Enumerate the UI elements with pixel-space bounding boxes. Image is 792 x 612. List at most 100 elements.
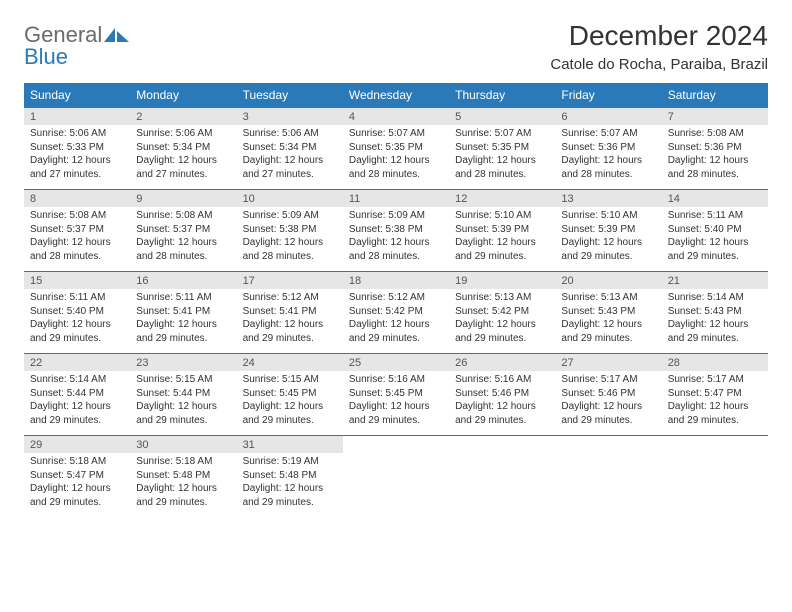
daylight-text: Daylight: 12 hours and 28 minutes. <box>349 237 430 262</box>
day-number-cell: 21 <box>662 272 768 290</box>
sunset-text: Sunset: 5:33 PM <box>30 142 104 153</box>
day-number-cell: 9 <box>130 190 236 208</box>
day-number-cell: 7 <box>662 108 768 126</box>
sunrise-text: Sunrise: 5:17 AM <box>668 374 744 385</box>
sunset-text: Sunset: 5:37 PM <box>30 224 104 235</box>
day-content-cell: Sunrise: 5:06 AM Sunset: 5:33 PM Daylight:… <box>24 125 130 190</box>
day-content-cell: Sunrise: 5:08 AM Sunset: 5:36 PM Daylight:… <box>662 125 768 190</box>
sunset-text: Sunset: 5:47 PM <box>668 388 742 399</box>
daylight-text: Daylight: 12 hours and 29 minutes. <box>136 483 217 508</box>
day-content-cell: Sunrise: 5:19 AMSunset: 5:48 PMDaylight:… <box>237 453 343 517</box>
daylight-text: Daylight: 12 hours and 29 minutes. <box>561 401 642 426</box>
day-number-cell: 30 <box>130 436 236 454</box>
day-content-cell: Sunrise: 5:06 AMSunset: 5:34 PMDaylight:… <box>237 125 343 190</box>
sunset-text: Sunset: 5:39 PM <box>455 224 529 235</box>
daylight-text: Daylight: 12 hours and 28 minutes. <box>668 155 749 180</box>
sunrise-text: Sunrise: 5:08 AM <box>30 210 106 221</box>
daylight-text: Daylight: 12 hours and 29 minutes. <box>243 483 324 508</box>
sunrise-text: Sunrise: 5:13 AM <box>561 292 637 303</box>
daylight-text: Daylight: 12 hours and 27 minutes. <box>30 155 111 180</box>
daylight-text: Daylight: 12 hours and 27 minutes. <box>243 155 324 180</box>
day-content-row: Sunrise: 5:18 AMSunset: 5:47 PMDaylight:… <box>24 453 768 517</box>
sunrise-text: Sunrise: 5:11 AM <box>136 292 211 303</box>
daylight-text: Daylight: 12 hours and 29 minutes. <box>668 319 749 344</box>
dow-header: Wednesday <box>343 83 449 108</box>
sunrise-text: Sunrise: 5:07 AM <box>561 128 637 139</box>
day-content-cell: Sunrise: 5:10 AMSunset: 5:39 PMDaylight:… <box>449 207 555 272</box>
daylight-text: Daylight: 12 hours and 29 minutes. <box>455 237 536 262</box>
day-number-cell: 24 <box>237 354 343 372</box>
daylight-text: Daylight: 12 hours and 29 minutes. <box>243 401 324 426</box>
sunset-text: Sunset: 5:42 PM <box>455 306 529 317</box>
header: General Blue December 2024 Catole do Roc… <box>24 20 768 73</box>
daylight-text: Daylight: 12 hours and 28 minutes. <box>349 155 430 180</box>
day-content-cell: Sunrise: 5:14 AMSunset: 5:44 PMDaylight:… <box>24 371 130 436</box>
day-number-cell: 18 <box>343 272 449 290</box>
day-number-row: 293031 <box>24 436 768 454</box>
day-content-cell: Sunrise: 5:15 AMSunset: 5:44 PMDaylight:… <box>130 371 236 436</box>
dow-header: Sunday <box>24 83 130 108</box>
day-content-cell: Sunrise: 5:11 AMSunset: 5:40 PMDaylight:… <box>662 207 768 272</box>
sunset-text: Sunset: 5:36 PM <box>668 142 742 153</box>
daylight-text: Daylight: 12 hours and 29 minutes. <box>349 319 430 344</box>
sunrise-text: Sunrise: 5:08 AM <box>136 210 212 221</box>
brand-word1: General <box>24 24 102 46</box>
daylight-text: Daylight: 12 hours and 29 minutes. <box>561 237 642 262</box>
sunrise-text: Sunrise: 5:14 AM <box>668 292 744 303</box>
daylight-text: Daylight: 12 hours and 28 minutes. <box>561 155 642 180</box>
sunset-text: Sunset: 5:41 PM <box>243 306 317 317</box>
day-content-cell <box>555 453 661 517</box>
day-number-row: 1234567 <box>24 108 768 126</box>
day-content-cell: Sunrise: 5:11 AMSunset: 5:40 PMDaylight:… <box>24 289 130 354</box>
sunrise-text: Sunrise: 5:14 AM <box>30 374 106 385</box>
day-content-cell: Sunrise: 5:12 AMSunset: 5:42 PMDaylight:… <box>343 289 449 354</box>
day-content-cell: Sunrise: 5:13 AM Sunset: 5:43 PM Daylight:… <box>555 289 661 354</box>
sunrise-text: Sunrise: 5:11 AM <box>30 292 105 303</box>
day-content-cell: Sunrise: 5:18 AMSunset: 5:47 PMDaylight:… <box>24 453 130 517</box>
day-number-cell: 10 <box>237 190 343 208</box>
sunset-text: Sunset: 5:42 PM <box>349 306 423 317</box>
daylight-text: Daylight: 12 hours and 29 minutes. <box>561 319 642 344</box>
day-content-cell: Sunrise: 5:16 AMSunset: 5:46 PMDaylight:… <box>449 371 555 436</box>
day-number-cell: 26 <box>449 354 555 372</box>
title-block: December 2024 Catole do Rocha, Paraiba, … <box>550 20 768 73</box>
day-number-cell: 8 <box>24 190 130 208</box>
sunset-text: Sunset: 5:38 PM <box>349 224 423 235</box>
sunrise-text: Sunrise: 5:15 AM <box>136 374 212 385</box>
day-content-row: Sunrise: 5:11 AM Sunset: 5:40 PM Daylight:… <box>24 289 768 354</box>
sunset-text: Sunset: 5:34 PM <box>136 142 210 153</box>
sunset-text: Sunset: 5:40 PM <box>30 306 104 317</box>
sunset-text: Sunset: 5:44 PM <box>30 388 104 399</box>
sunset-text: Sunset: 5:45 PM <box>349 388 423 399</box>
month-title: December 2024 <box>550 20 768 52</box>
day-number-cell <box>555 436 661 454</box>
sunrise-text: Sunrise: 5:06 AM <box>243 128 319 139</box>
day-content-cell: Sunrise: 5:18 AMSunset: 5:48 PMDaylight:… <box>130 453 236 517</box>
daylight-text: Daylight: 12 hours and 29 minutes. <box>349 401 430 426</box>
sunrise-text: Sunrise: 5:17 AM <box>561 374 637 385</box>
day-content-cell: Sunrise: 5:09 AMSunset: 5:38 PMDaylight:… <box>343 207 449 272</box>
daylight-text: Daylight: 12 hours and 28 minutes. <box>243 237 324 262</box>
sunset-text: Sunset: 5:35 PM <box>455 142 529 153</box>
day-content-cell: Sunrise: 5:17 AMSunset: 5:47 PMDaylight:… <box>662 371 768 436</box>
sunrise-text: Sunrise: 5:06 AM <box>30 128 106 139</box>
sunrise-text: Sunrise: 5:08 AM <box>668 128 744 139</box>
day-number-cell: 15 <box>24 272 130 290</box>
day-content-cell: Sunrise: 5:16 AMSunset: 5:45 PMDaylight:… <box>343 371 449 436</box>
sunrise-text: Sunrise: 5:10 AM <box>561 210 637 221</box>
day-content-cell: Sunrise: 5:08 AMSunset: 5:37 PMDaylight:… <box>24 207 130 272</box>
day-content-cell: Sunrise: 5:14 AMSunset: 5:43 PMDaylight:… <box>662 289 768 354</box>
sunrise-text: Sunrise: 5:06 AM <box>136 128 212 139</box>
dow-header: Monday <box>130 83 236 108</box>
sunset-text: Sunset: 5:46 PM <box>561 388 635 399</box>
sunset-text: Sunset: 5:40 PM <box>668 224 742 235</box>
brand-logo: General Blue <box>24 20 130 68</box>
sunset-text: Sunset: 5:48 PM <box>136 470 210 481</box>
sunset-text: Sunset: 5:41 PM <box>136 306 210 317</box>
day-number-cell: 25 <box>343 354 449 372</box>
day-number-cell: 31 <box>237 436 343 454</box>
dow-header: Saturday <box>662 83 768 108</box>
sunset-text: Sunset: 5:43 PM <box>561 306 635 317</box>
day-content-cell: Sunrise: 5:15 AMSunset: 5:45 PMDaylight:… <box>237 371 343 436</box>
day-content-cell: Sunrise: 5:10 AMSunset: 5:39 PMDaylight:… <box>555 207 661 272</box>
